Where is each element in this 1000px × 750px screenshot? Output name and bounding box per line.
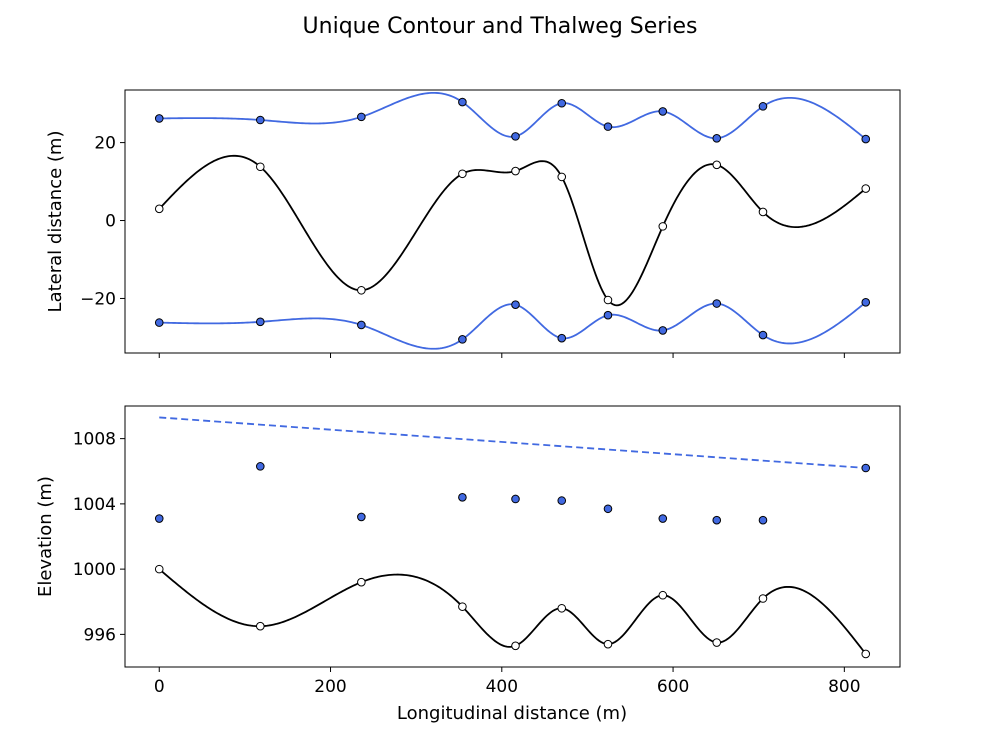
top-upper-contour-point [658,107,668,116]
top-lower-contour-point [758,330,768,340]
bottom-y-tick-label: 996 [84,625,116,645]
top-upper-contour-point [511,132,520,141]
top-lower-contour-point [154,318,164,327]
top-lower-contour-point [658,326,668,335]
bottom-contour-elevation-points-point [357,512,366,522]
top-lower-contour-point [511,300,520,309]
bottom-y-tick-label: 1004 [73,495,116,515]
bottom-thalweg-elevation-point [256,621,265,631]
top-upper-contour-point [861,134,871,144]
bottom-axes-frame [124,405,901,668]
bottom-contour-elevation-points-point [557,496,567,505]
bottom-contour-elevation-points-point [154,514,164,523]
bottom-x-tick-label: 600 [657,677,689,697]
bottom-thalweg-elevation-point [154,564,164,574]
top-thalweg-point [357,285,366,295]
bottom-contour-trend-line [159,416,866,469]
bottom-x-tick-label: 200 [314,677,346,697]
top-lower-contour-point [256,317,265,327]
top-thalweg-point [458,169,467,179]
top-thalweg-point [557,172,567,182]
top-lower-contour-point [861,298,871,307]
bottom-thalweg-elevation-point [603,639,613,649]
top-upper-contour-point [154,114,164,123]
bottom-thalweg-elevation-point [458,602,467,611]
bottom-y-tick-label: 1000 [73,560,116,580]
bottom-x-tick-label: 400 [486,677,518,697]
bottom-contour-elevation-points-point [658,514,668,523]
top-thalweg-point [758,207,768,217]
top-upper-contour-point [357,112,366,122]
top-upper-contour-point [758,102,768,111]
x-axis-title: Longitudinal distance (m) [397,703,627,724]
bottom-thalweg-elevation-point [357,577,366,587]
top-thalweg-point [511,166,520,176]
top-lower-contour-point [458,335,467,344]
top-lower-contour-point [712,299,722,308]
top-thalweg-point [658,222,668,231]
bottom-contour-elevation-points-point [458,493,467,502]
bottom-thalweg-elevation-point [557,603,567,613]
top-upper-contour-point [256,115,265,125]
top-thalweg-point [256,162,265,172]
top-lower-contour-point [603,310,613,320]
top-y-tick-label: −20 [80,289,116,309]
top-thalweg-point [861,184,871,193]
bottom-contour-elevation-points-point [712,515,722,525]
bottom-thalweg-elevation-point [861,649,871,659]
bottom-contour-elevation-points-point [603,504,613,514]
top-upper-contour-point [458,97,467,107]
top-upper-contour-point [603,122,613,131]
bottom-contour-elevation-points-point [256,462,265,471]
bottom-x-tick-label: 0 [154,677,165,697]
top-upper-contour-point [712,134,722,143]
top-y-tick-label: 20 [94,134,116,154]
bottom-contour-elevation-points-point [861,463,871,473]
bottom-thalweg-elevation-point [658,590,668,600]
top-upper-contour-point [557,98,567,108]
top-lower-contour-point [557,333,567,343]
bottom-y-tick-label: 1008 [73,430,116,450]
top-panel: −20 0 20 Lateral distance (m) [45,89,901,358]
bottom-contour-elevation-points-point [758,515,768,525]
bottom-thalweg-elevation-point [712,638,722,647]
top-thalweg-point [603,295,613,305]
bottom-thalweg-elevation-point [511,641,520,651]
top-y-tick-label: 0 [105,212,116,232]
bottom-x-tick-label: 800 [828,677,860,697]
bottom-panel: 0 200 400 600 800 996 1000 1004 1008 Elevation (m… [35,405,901,697]
figure-title: Unique Contour and Thalweg Series [303,14,698,39]
top-thalweg-point [154,204,164,214]
top-lower-contour-point [357,320,366,330]
top-axes-frame [124,89,901,354]
bottom-y-axis-title: Elevation (m) [35,476,56,597]
bottom-thalweg-elevation-point [758,594,768,603]
top-y-axis-title: Lateral distance (m) [45,131,66,313]
top-thalweg-point [712,160,722,170]
bottom-contour-elevation-points-point [511,494,520,504]
